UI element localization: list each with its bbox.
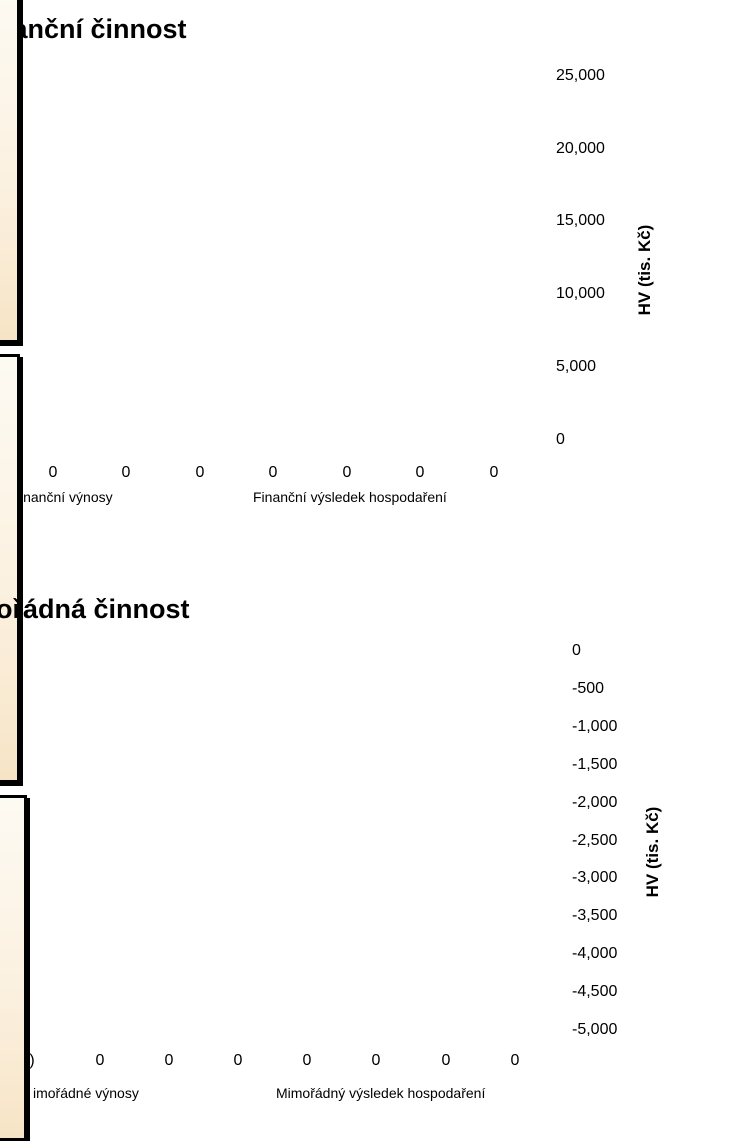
y-tick: 0	[572, 642, 581, 659]
data-label: 0	[164, 1052, 174, 1069]
y-tick: -2,500	[572, 832, 618, 849]
y-tick: 0	[556, 431, 565, 448]
data-label: 0	[415, 464, 425, 481]
chart-frame-lower	[0, 354, 20, 783]
x-category-label: Finanční výsledek hospodaření	[253, 489, 447, 505]
data-label: 0	[268, 464, 278, 481]
data-label: )	[29, 1052, 35, 1069]
data-label: 0	[510, 1052, 520, 1069]
data-label: 0	[233, 1052, 243, 1069]
data-label: 0	[195, 464, 205, 481]
data-label: 0	[342, 464, 352, 481]
data-label: 0	[371, 1052, 381, 1069]
y-tick: -5,000	[572, 1021, 618, 1038]
data-label: 0	[441, 1052, 451, 1069]
x-category-label: Mimořádný výsledek hospodaření	[276, 1085, 486, 1101]
data-label: 0	[489, 464, 499, 481]
data-label: 0	[302, 1052, 312, 1069]
chart-frame-lower-2	[0, 795, 27, 1141]
y-tick: 5,000	[556, 358, 597, 375]
y-tick: -2,000	[572, 794, 618, 811]
chart-frame-upper	[0, 0, 20, 343]
y-tick: 15,000	[556, 212, 605, 229]
y-axis-label: HV (tis. Kč)	[643, 806, 662, 898]
y-tick: -4,000	[572, 945, 618, 962]
x-category-label: imořádné výnosy	[33, 1085, 139, 1101]
y-tick: 10,000	[556, 285, 605, 302]
x-category-label: inanční výnosy	[20, 489, 113, 505]
y-tick: -3,000	[572, 869, 618, 886]
y-tick: -3,500	[572, 907, 618, 924]
y-tick: 20,000	[556, 140, 605, 157]
data-label: 0	[48, 464, 58, 481]
y-tick: -1,500	[572, 756, 618, 773]
data-label: 0	[121, 464, 131, 481]
chart-title: ořádná činnost	[0, 594, 190, 624]
y-tick: 25,000	[556, 67, 605, 84]
y-tick: -500	[572, 680, 605, 697]
chart-title: nanční činnost	[0, 14, 187, 44]
y-axis-label: HV (tis. Kč)	[635, 224, 654, 316]
y-tick: -4,500	[572, 983, 618, 1000]
y-tick: -1,000	[572, 718, 618, 735]
data-label: 0	[95, 1052, 105, 1069]
